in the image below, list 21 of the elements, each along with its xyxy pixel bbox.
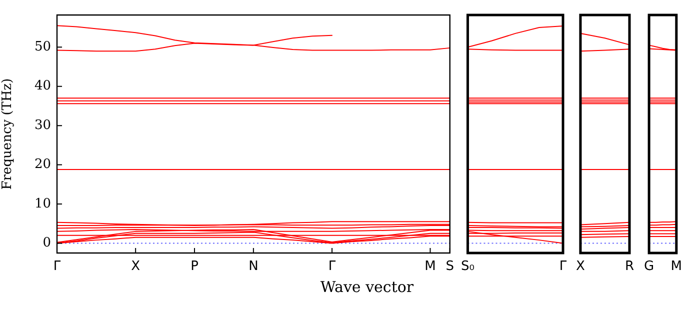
x-tick-label: N [248, 259, 258, 274]
x-tick-label: Γ [559, 259, 568, 274]
x-tick-label: S [446, 259, 454, 274]
x-tick-label: S₀ [460, 259, 474, 274]
x-tick-label: X [131, 259, 140, 274]
y-tick-label: 50 [34, 40, 51, 55]
y-axis-title: Frequency (THz) [0, 78, 16, 190]
y-tick-label: 10 [34, 196, 51, 212]
y-tick-label: 40 [34, 78, 51, 94]
x-tick-label: X [576, 259, 585, 274]
x-tick-label: M [424, 259, 436, 274]
x-tick-label: G [644, 259, 654, 274]
x-tick-label: Γ [53, 259, 62, 274]
x-tick-label: Γ [328, 259, 336, 274]
x-axis-title: Wave vector [319, 278, 415, 296]
x-tick-label: M [670, 259, 682, 274]
x-tick-label: P [190, 259, 199, 274]
y-tick-label: 30 [34, 118, 51, 133]
x-tick-label: R [624, 259, 634, 274]
y-tick-label: 20 [34, 157, 51, 172]
y-tick-label: 0 [42, 236, 51, 251]
